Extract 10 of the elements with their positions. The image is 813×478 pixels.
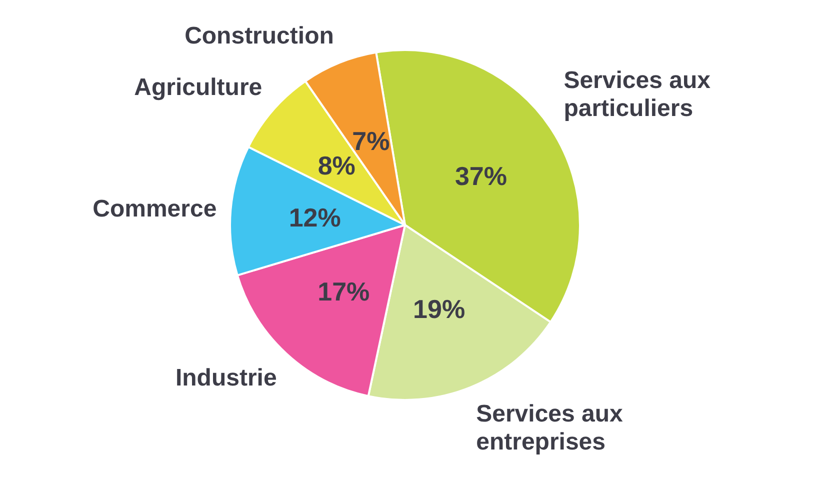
- data-label: 17%: [318, 276, 370, 307]
- slice-label: Construction: [184, 22, 334, 50]
- slice-label: Agriculture: [134, 74, 262, 101]
- slice-label: Services aux entreprises: [476, 400, 630, 456]
- data-label: 12%: [288, 202, 341, 232]
- slice-label: Industrie: [175, 364, 277, 392]
- data-label: 19%: [413, 294, 466, 324]
- slice-label: Commerce: [92, 195, 217, 222]
- slice-label: Services aux particuliers: [564, 66, 718, 122]
- data-label: 37%: [454, 160, 508, 191]
